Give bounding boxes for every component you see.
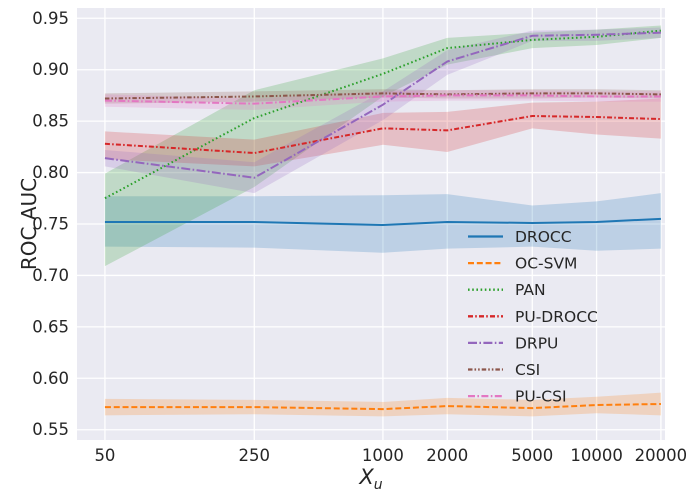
y-axis-label: ROC AUC: [17, 177, 41, 271]
line-drocc: [104, 217, 661, 227]
band-pu-drocc: [104, 98, 661, 167]
legend-item-pan: PAN: [468, 281, 546, 299]
legend: DROCC OC-SVM PAN PU-DROCC DRPU CSI PU-CSI: [468, 228, 598, 406]
legend-item-drpu: DRPU: [468, 334, 558, 352]
legend-item-csi: CSI: [468, 361, 540, 379]
band-oc-svm: [104, 392, 661, 417]
legend-label: DROCC: [515, 228, 572, 246]
y-tick-label: 0.65: [32, 317, 69, 336]
confidence-bands: [104, 25, 661, 417]
line-drpu: [104, 31, 661, 179]
y-tick-labels: 0.55 0.60 0.65 0.70 0.75 0.80 0.85 0.90 0.95: [32, 9, 69, 439]
legend-item-drocc: DROCC: [468, 228, 572, 246]
y-tick-label: 0.85: [32, 112, 69, 131]
legend-item-oc-svm: OC-SVM: [468, 255, 577, 273]
band-pan: [104, 25, 661, 267]
gridlines: [77, 8, 665, 440]
x-tick-label: 10000: [570, 446, 623, 465]
legend-item-pu-drocc: PU-DROCC: [468, 308, 598, 326]
series-lines: [104, 29, 662, 411]
x-tick-labels: 50 250 1000 2000 5000 10000 20000: [94, 446, 687, 465]
y-tick-label: 0.95: [32, 9, 69, 28]
x-tick-label: 250: [239, 446, 271, 465]
x-tick-label: 2000: [426, 446, 468, 465]
x-tick-label: 5000: [511, 446, 553, 465]
x-axis-label-base: X: [359, 464, 374, 489]
y-tick-label: 0.55: [32, 420, 69, 439]
line-pu-drocc: [104, 114, 661, 155]
y-tick-label: 0.80: [32, 163, 69, 182]
x-tick-label: 1000: [362, 446, 404, 465]
y-tick-label: 0.60: [32, 369, 69, 388]
x-tick-label: 50: [94, 446, 115, 465]
x-tick-label: 20000: [635, 446, 688, 465]
legend-label: DRPU: [515, 334, 558, 352]
y-tick-label: 0.70: [32, 266, 69, 285]
y-tick-label: 0.75: [32, 215, 69, 234]
y-tick-label: 0.90: [32, 60, 69, 79]
legend-label: PAN: [515, 281, 546, 299]
x-axis-label: Xu: [359, 465, 382, 493]
line-pan: [104, 29, 662, 200]
band-drpu: [104, 27, 661, 194]
band-drocc: [104, 193, 661, 253]
x-axis-label-subscript: u: [373, 477, 383, 494]
legend-label: PU-CSI: [515, 388, 567, 406]
legend-label: CSI: [515, 361, 540, 379]
line-pu-csi: [104, 94, 661, 105]
legend-label: PU-DROCC: [515, 308, 598, 326]
legend-item-pu-csi: PU-CSI: [468, 388, 567, 406]
legend-label: OC-SVM: [515, 255, 577, 273]
